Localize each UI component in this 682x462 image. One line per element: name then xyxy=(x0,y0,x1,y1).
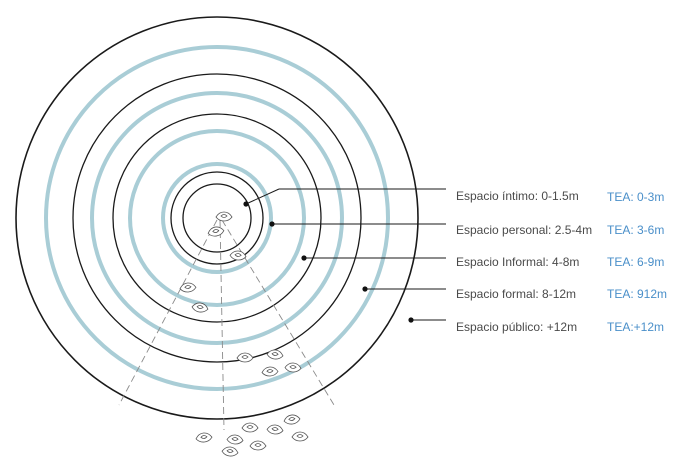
leader-dot-intimate xyxy=(243,201,248,206)
zone-label-intimate: Espacio íntimo: 0-1.5m xyxy=(456,189,579,203)
person-icon xyxy=(292,432,308,441)
person-icon xyxy=(180,282,197,292)
person-icon xyxy=(267,424,284,434)
person-icon xyxy=(216,212,232,221)
person-icon xyxy=(222,446,239,457)
zone-label-personal: Espacio personal: 2.5-4m xyxy=(456,223,592,237)
tea-label-personal: TEA: 3-6m xyxy=(607,223,664,237)
person-icon xyxy=(250,441,266,450)
people-group xyxy=(180,212,308,457)
leader-dot-public xyxy=(408,317,413,322)
tea-label-informal: TEA: 6-9m xyxy=(607,255,664,269)
leader-dot-informal xyxy=(301,255,306,260)
leader-dot-formal xyxy=(362,286,367,291)
person-icon xyxy=(196,432,213,443)
person-icon xyxy=(230,250,247,260)
person-icon xyxy=(207,226,224,238)
zone-label-public: Espacio público: +12m xyxy=(456,320,577,334)
zone-label-formal: Espacio formal: 8-12m xyxy=(456,287,576,301)
person-icon xyxy=(237,353,253,362)
tea-label-public: TEA:+12m xyxy=(607,320,664,334)
person-icon xyxy=(242,423,258,432)
zone-label-informal: Espacio Informal: 4-8m xyxy=(456,255,579,269)
leader-dot-personal xyxy=(269,221,274,226)
tea-label-formal: TEA: 912m xyxy=(607,287,667,301)
tea-label-intimate: TEA: 0-3m xyxy=(607,190,664,204)
person-icon xyxy=(285,363,301,373)
person-icon xyxy=(227,434,244,444)
person-icon xyxy=(267,349,284,360)
person-icon xyxy=(283,414,300,425)
person-icon xyxy=(262,366,279,376)
